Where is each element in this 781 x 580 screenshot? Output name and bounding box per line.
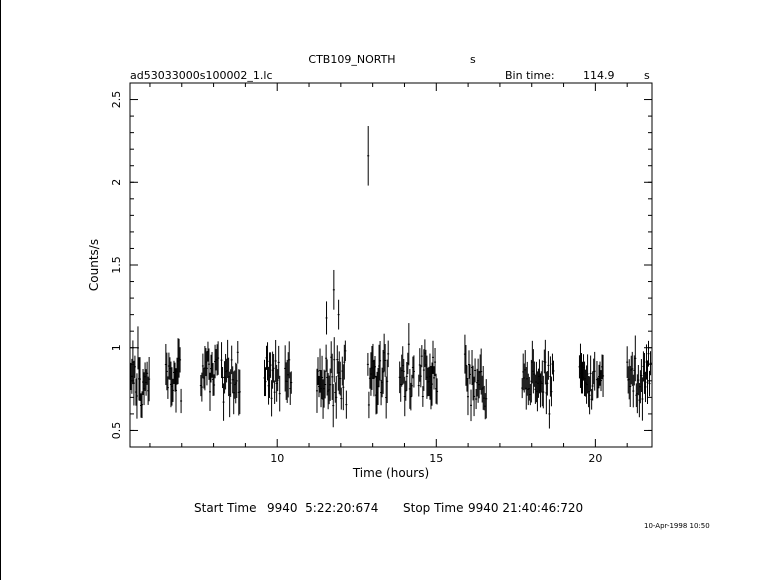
start-time-value: 9940 5:22:20:674 <box>267 501 378 515</box>
x-tick-label: 20 <box>588 452 602 465</box>
left-edge-line <box>0 0 1 580</box>
y-tick-label: 2.5 <box>110 91 123 109</box>
file-name: ad53033000s100002_1.lc <box>130 69 273 82</box>
bin-time-value: 114.9 <box>583 69 615 82</box>
object-suffix: s <box>470 53 476 66</box>
stop-time-label: Stop Time <box>403 501 463 515</box>
bin-time-label: Bin time: <box>505 69 555 82</box>
y-tick-label: 1.5 <box>110 256 123 274</box>
y-axis-label: Counts/s <box>87 239 101 291</box>
x-tick-label: 10 <box>270 452 284 465</box>
plot-frame <box>129 82 653 448</box>
y-tick-label: 0.5 <box>110 422 123 440</box>
y-tick-label: 1 <box>110 344 123 351</box>
x-axis: 10 15 20 <box>149 83 628 465</box>
data-points <box>129 126 652 429</box>
stop-time-value: 9940 21:40:46:720 <box>468 501 583 515</box>
start-time-label: Start Time <box>194 501 257 515</box>
x-axis-label: Time (hours) <box>352 466 429 480</box>
y-tick-label: 2 <box>110 179 123 186</box>
object-title: CTB109_NORTH <box>308 53 395 66</box>
x-tick-label: 15 <box>429 452 443 465</box>
y-axis: 0.5 1 1.5 2 2.5 <box>110 91 652 439</box>
plot-timestamp: 10-Apr-1998 10:50 <box>644 522 710 530</box>
bin-time-unit: s <box>644 69 650 82</box>
